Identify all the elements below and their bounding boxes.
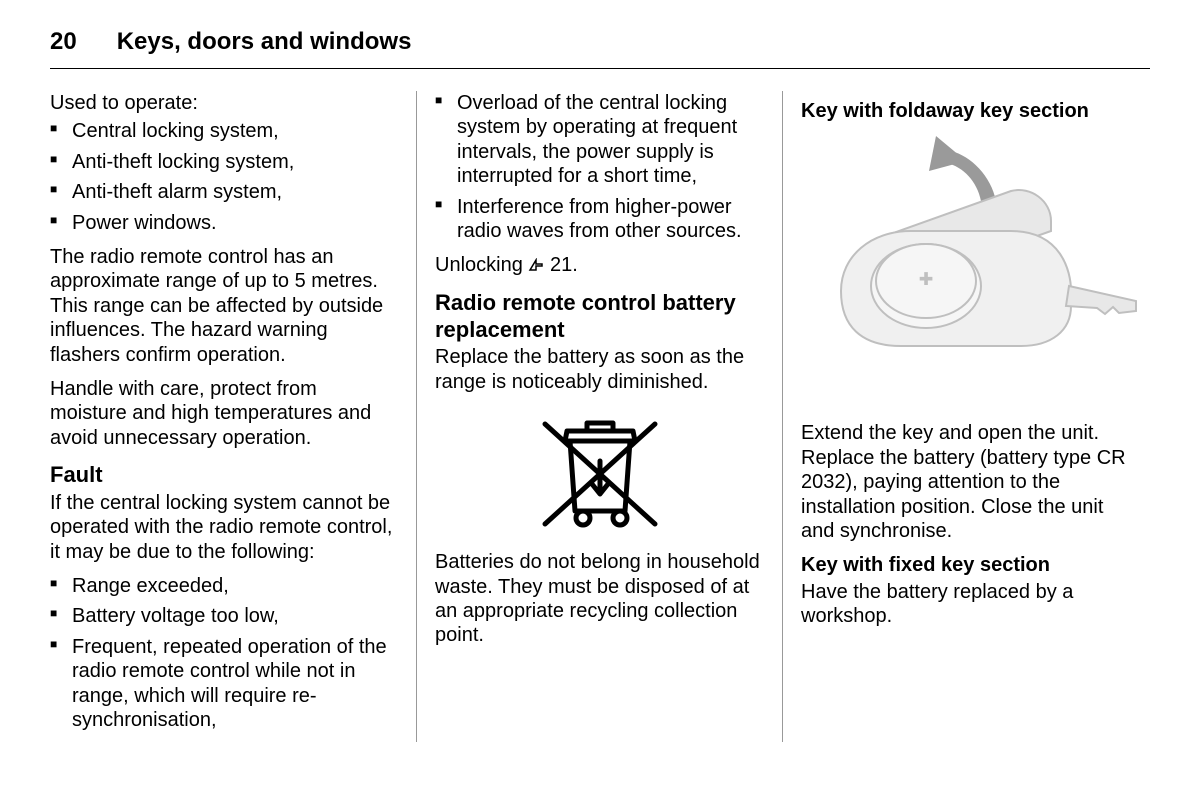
column-3: Key with foldaway key section [782,91,1148,742]
unlocking-page: 21. [550,254,578,276]
range-paragraph: The radio remote control has an approxim… [50,245,398,367]
fault-list-continued: Overload of the central locking system b… [435,91,764,243]
list-item: Overload of the central locking system b… [435,91,764,189]
foldaway-heading: Key with foldaway key section [801,99,1130,123]
fixed-heading: Key with fixed key section [801,553,1130,577]
column-2: Overload of the central locking system b… [416,91,782,742]
column-1: Used to operate: Central locking system,… [50,91,416,742]
foldaway-paragraph: Extend the key and open the unit. Replac… [801,421,1130,543]
list-item: Range exceeded, [50,574,398,598]
no-bin-icon [525,406,675,536]
list-item: Frequent, repeated operation of the radi… [50,635,398,733]
section-title: Keys, doors and windows [117,28,412,56]
fault-intro: If the central locking system cannot be … [50,491,398,564]
handle-paragraph: Handle with care, protect from moisture … [50,377,398,450]
unlocking-label: Unlocking [435,254,523,276]
battery-disposal: Batteries do not belong in household was… [435,550,764,648]
unlocking-xref: Unlocking 21. [435,253,764,277]
list-item: Battery voltage too low, [50,604,398,628]
xref-icon [528,254,544,278]
operate-list: Central locking system, Anti-theft locki… [50,119,398,235]
operate-intro: Used to operate: [50,91,398,115]
list-item: Interference from higher-power radio wav… [435,195,764,244]
list-item: Anti-theft locking system, [50,150,398,174]
fault-heading: Fault [50,462,398,489]
svg-text:+: + [920,266,933,291]
content-columns: Used to operate: Central locking system,… [50,91,1150,742]
page-number: 20 [50,28,77,56]
page-header: 20 Keys, doors and windows [50,28,1150,69]
fault-list: Range exceeded, Battery voltage too low,… [50,574,398,732]
key-battery-illustration: + [801,131,1141,401]
list-item: Central locking system, [50,119,398,143]
list-item: Power windows. [50,211,398,235]
battery-intro: Replace the battery as soon as the range… [435,345,764,394]
battery-heading: Radio remote control battery replacement [435,290,764,344]
list-item: Anti-theft alarm system, [50,180,398,204]
fixed-paragraph: Have the battery replaced by a workshop. [801,580,1130,629]
